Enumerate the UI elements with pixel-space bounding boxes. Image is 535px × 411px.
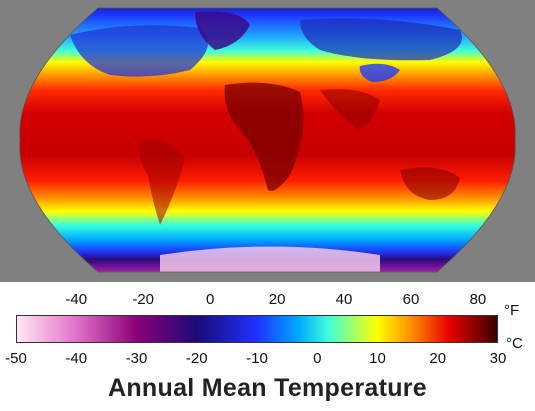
celsius-tick-label: -50 <box>5 350 27 367</box>
fahrenheit-tick-label: 40 <box>336 291 353 308</box>
fahrenheit-tick-label: -40 <box>65 291 87 308</box>
antarctica-land <box>160 247 380 283</box>
fahrenheit-unit-label: °F <box>504 302 519 319</box>
map-panel <box>0 0 535 282</box>
fahrenheit-tick-label: 20 <box>269 291 286 308</box>
temperature-colorbar <box>16 315 498 343</box>
celsius-tick-label: -30 <box>126 350 148 367</box>
celsius-tick-label: 10 <box>369 350 386 367</box>
celsius-tick-label: -10 <box>246 350 268 367</box>
celsius-tick-label: -20 <box>186 350 208 367</box>
fahrenheit-tick-label: 80 <box>470 291 487 308</box>
celsius-tick-label: 0 <box>313 350 321 367</box>
legend: -40 -20 0 20 40 60 80 °F °C -50 -40 -30 -20 -10 0 10… <box>0 282 535 411</box>
fahrenheit-tick-label: 60 <box>403 291 420 308</box>
celsius-tick-label: 30 <box>490 350 507 367</box>
celsius-tick-label: 20 <box>429 350 446 367</box>
celsius-tick-label: -40 <box>65 350 87 367</box>
legend-title: Annual Mean Temperature <box>0 374 535 403</box>
fahrenheit-tick-label: -20 <box>132 291 154 308</box>
world-temperature-map <box>0 0 535 282</box>
celsius-unit-label: °C <box>506 335 523 352</box>
fahrenheit-tick-label: 0 <box>206 291 214 308</box>
